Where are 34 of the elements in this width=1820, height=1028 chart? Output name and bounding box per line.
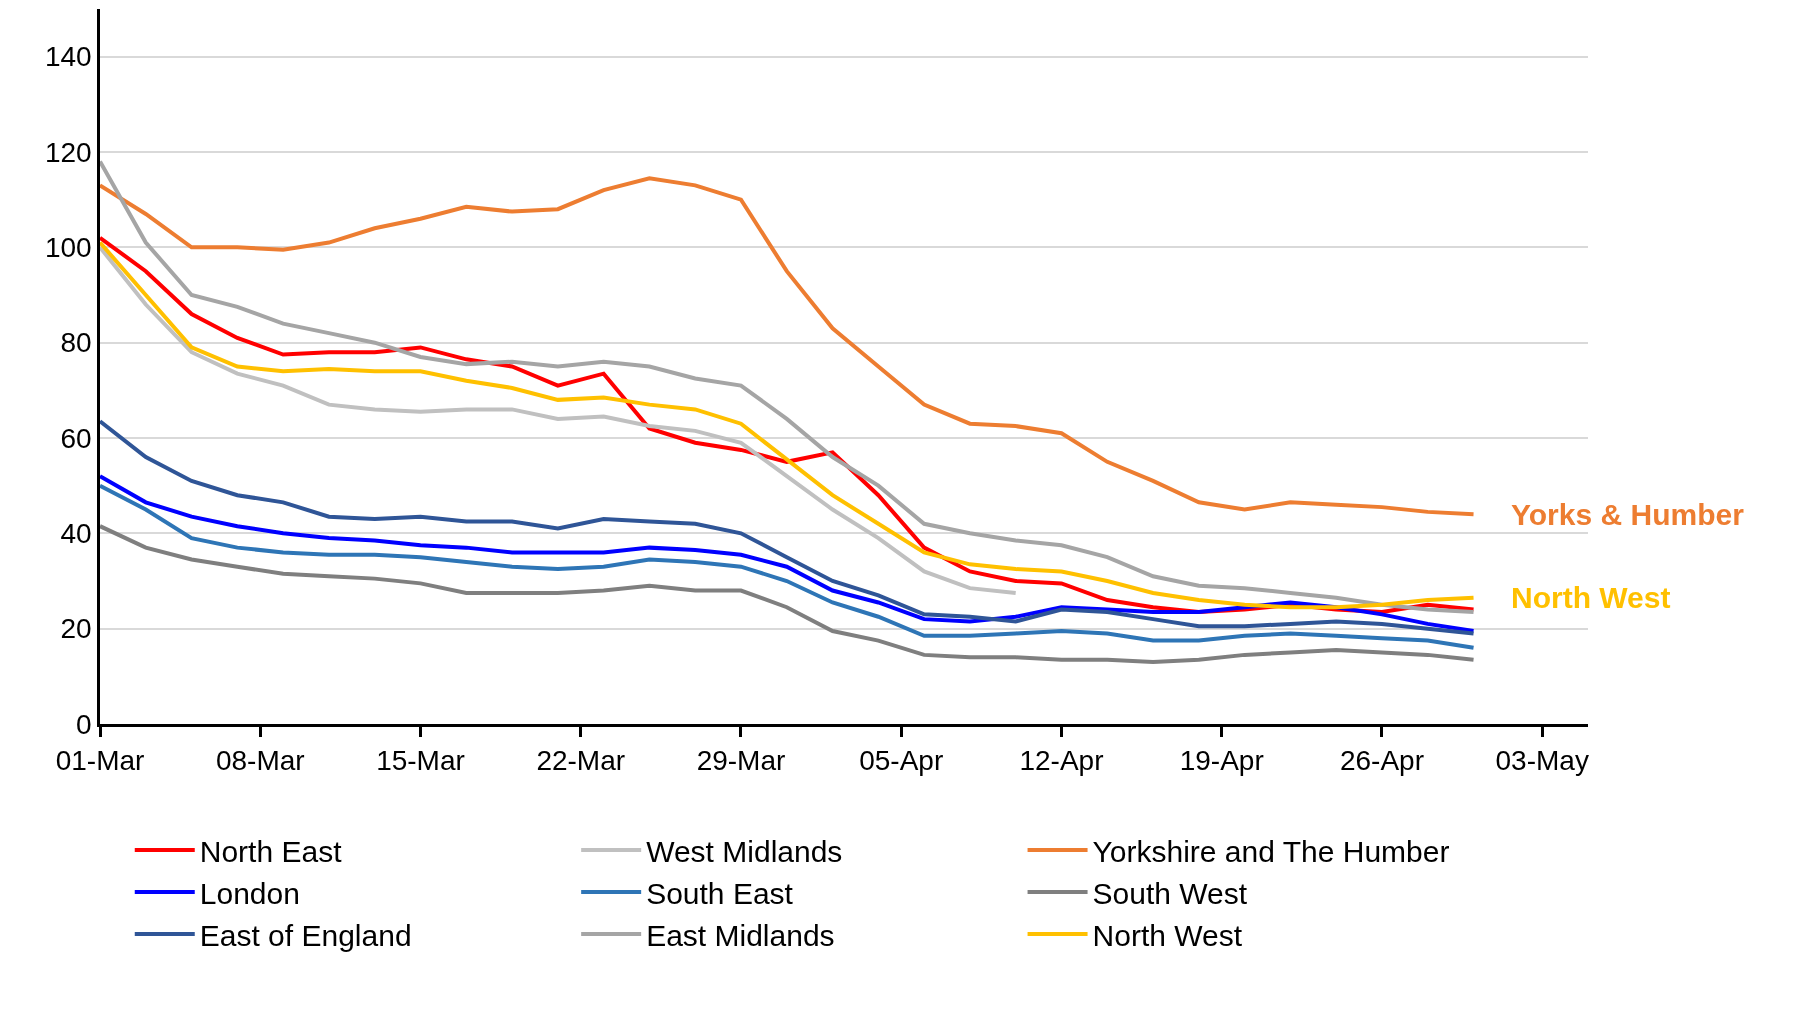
x-tick-label: 15-Mar — [376, 745, 465, 777]
y-tick-label: 20 — [60, 613, 92, 645]
x-tick-label: 12-Apr — [1019, 745, 1104, 777]
line-series — [100, 245, 1018, 595]
legend-label: South West — [1092, 876, 1248, 910]
x-tick-label: 08-Mar — [215, 745, 305, 777]
legend-label: South East — [646, 876, 794, 910]
y-tick-label: 80 — [60, 327, 92, 359]
x-tick-label: 05-Apr — [859, 745, 944, 777]
x-tick-label: 26-Apr — [1339, 745, 1424, 777]
x-tick-label: 22-Mar — [536, 745, 626, 777]
x-tick-label: 03-May — [1495, 745, 1589, 777]
y-tick-label: 100 — [44, 232, 92, 264]
line-series — [100, 524, 1476, 665]
legend-label: North West — [1092, 918, 1243, 952]
x-tick-label: 29-Mar — [696, 745, 786, 777]
y-tick-label: 40 — [60, 518, 92, 550]
legend-label: West Midlands — [646, 834, 843, 868]
y-tick-label: 120 — [44, 136, 92, 168]
y-tick-label: 140 — [44, 41, 92, 73]
legend-label: Yorkshire and The Humber — [1092, 834, 1450, 868]
x-tick-label: 01-Mar — [55, 745, 145, 777]
line-series — [100, 159, 1476, 614]
annotation: Yorks & Humber — [1511, 498, 1745, 531]
legend-label: London — [199, 876, 300, 910]
y-tick-label: 0 — [76, 708, 92, 740]
x-tick-label: 19-Apr — [1179, 745, 1264, 777]
y-tick-label: 60 — [60, 422, 92, 454]
line-series — [100, 419, 1476, 636]
legend-label: East of England — [199, 918, 412, 952]
legend-label: North East — [199, 834, 343, 868]
line-series — [100, 176, 1476, 517]
legend-label: East Midlands — [646, 918, 835, 952]
annotation: North West — [1511, 581, 1671, 614]
